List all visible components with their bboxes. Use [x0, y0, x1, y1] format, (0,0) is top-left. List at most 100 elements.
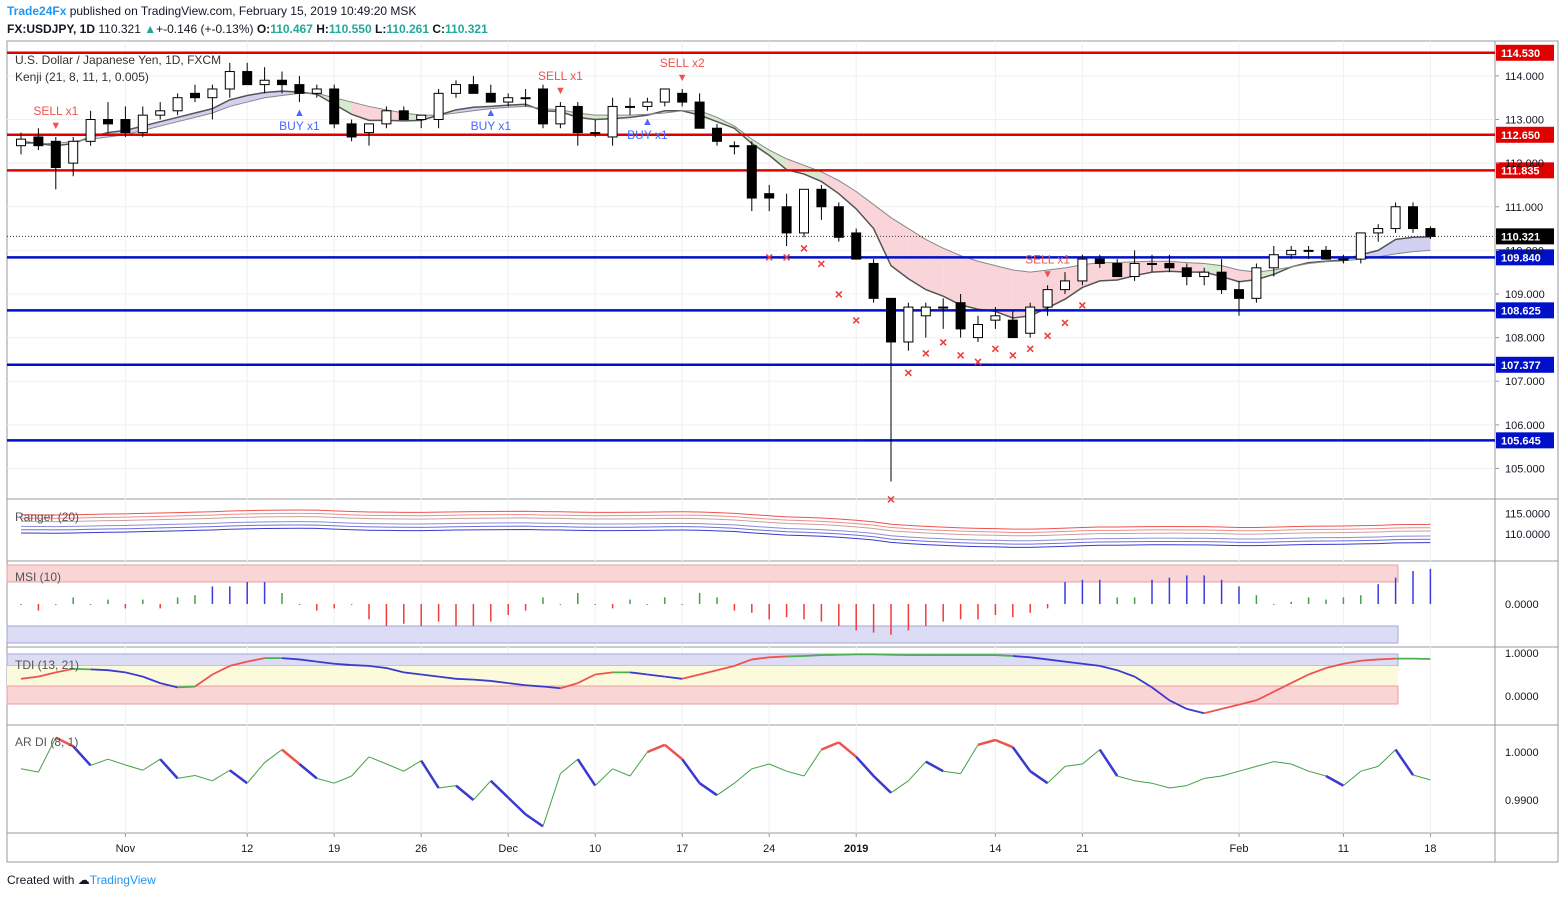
- candle-up: [311, 88, 322, 94]
- level-price-label: 107.377: [1501, 360, 1541, 372]
- ardi-line-segment: [142, 758, 161, 771]
- tradingview-link[interactable]: TradingView: [89, 873, 156, 887]
- last-price-tag: [1496, 228, 1554, 245]
- ardi-line-segment: [1064, 763, 1083, 767]
- ardi-line-segment: [1273, 761, 1292, 765]
- tdi-line-segment: [38, 671, 57, 678]
- tdi-line-segment: [681, 673, 700, 680]
- candle-up: [451, 84, 461, 94]
- ardi-line-segment: [55, 736, 74, 748]
- tdi-line-segment: [734, 658, 753, 667]
- x-tick-label: 17: [676, 843, 688, 855]
- candle-down: [329, 88, 340, 125]
- chart-title: U.S. Dollar / Japanese Yen, 1D, FXCM: [15, 53, 221, 67]
- candle-up: [155, 110, 166, 116]
- ardi-line-segment: [734, 768, 753, 784]
- tdi-line-segment: [525, 684, 544, 688]
- ardi-line-segment: [37, 737, 57, 773]
- candle-down: [746, 145, 757, 199]
- tdi-upper-zone: [6, 653, 1399, 667]
- ranger-title: Ranger (20): [15, 510, 79, 524]
- candle-up: [1199, 271, 1210, 278]
- level-price-tag: [1496, 249, 1554, 266]
- stop-mark-icon: ×: [817, 255, 825, 271]
- candle-up: [659, 88, 670, 103]
- kenji-cloud-segment: [229, 95, 248, 107]
- buy-signal-label: BUY x1: [471, 119, 512, 133]
- candle-up: [259, 79, 270, 86]
- level-price-tag: [1496, 302, 1554, 319]
- candle-down: [33, 136, 44, 147]
- candle-up: [1077, 258, 1088, 282]
- kenji-cloud-segment: [195, 108, 213, 118]
- candle-up: [1355, 232, 1366, 260]
- open-value: 110.467: [270, 22, 313, 36]
- tdi-line-segment: [90, 668, 109, 672]
- msi-lower-zone: [6, 625, 1399, 644]
- stop-mark-icon: ×: [957, 347, 965, 363]
- buy-arrow-icon: ▲: [294, 107, 305, 119]
- candle-down: [103, 119, 113, 125]
- candle-down: [190, 92, 200, 99]
- ardi-line-segment: [1186, 777, 1205, 787]
- tdi-line-segment: [177, 685, 196, 689]
- ardi-line-segment: [542, 773, 561, 827]
- ardi-line-segment: [1256, 761, 1274, 767]
- candle-down: [1408, 206, 1418, 230]
- tdi-line-segment: [1047, 658, 1066, 663]
- ardi-line-segment: [1221, 770, 1240, 777]
- ardi-line-segment: [960, 744, 979, 774]
- ardi-line-segment: [298, 763, 318, 780]
- tdi-line-segment: [351, 664, 370, 667]
- stop-mark-icon: ×: [800, 240, 808, 256]
- ardi-line-segment: [977, 738, 996, 747]
- ardi-line-segment: [1412, 774, 1431, 781]
- candle-up: [1251, 267, 1262, 299]
- ardi-line-segment: [1029, 770, 1049, 785]
- stop-mark-icon: ×: [835, 286, 843, 302]
- tdi-line-segment: [995, 654, 1013, 657]
- candle-down: [1007, 319, 1018, 339]
- candle-up: [1147, 262, 1157, 265]
- stop-mark-icon: ×: [1078, 297, 1086, 313]
- tdi-line-segment: [229, 660, 248, 667]
- stop-mark-icon: ×: [783, 249, 791, 265]
- tdi-line-segment: [647, 673, 665, 678]
- candle-up: [416, 114, 427, 121]
- candle-up: [625, 105, 635, 108]
- ardi-line-segment: [507, 796, 527, 816]
- close-value: 110.321: [445, 22, 488, 36]
- candle-down: [346, 123, 357, 138]
- last-price: 110.321: [98, 22, 141, 36]
- tdi-line-segment: [107, 669, 126, 674]
- candle-up: [729, 145, 740, 148]
- tdi-line-segment: [1082, 662, 1100, 667]
- candle-up: [1060, 280, 1070, 291]
- open-label: O:: [256, 22, 271, 36]
- tdi-line-segment: [803, 654, 822, 657]
- kenji-cloud-segment: [943, 248, 961, 305]
- y-tick-label: 108.000: [1505, 333, 1545, 345]
- tdi-line-segment: [542, 685, 561, 690]
- change-arrow-icon: ▲: [144, 22, 157, 36]
- candle-down: [868, 262, 879, 299]
- ardi-line-segment: [612, 768, 631, 777]
- tdi-line-segment: [1169, 699, 1188, 710]
- kenji-cloud-segment: [891, 217, 909, 279]
- ardi-line-segment: [212, 769, 231, 782]
- publisher-name[interactable]: Trade24Fx: [7, 4, 67, 18]
- ardi-line-segment: [489, 779, 510, 799]
- candle-up: [1286, 249, 1297, 256]
- level-price-tag: [1496, 162, 1554, 179]
- level-price-label: 105.645: [1501, 435, 1541, 447]
- sell-arrow-icon: ▼: [1042, 268, 1053, 280]
- ardi-line-segment: [908, 761, 927, 782]
- stop-mark-icon: ×: [852, 312, 860, 328]
- close-label: C:: [432, 22, 446, 36]
- ardi-line-segment: [334, 775, 352, 784]
- stop-mark-icon: ×: [939, 334, 947, 350]
- candle-up: [607, 105, 618, 138]
- candle-up: [1303, 249, 1314, 252]
- ardi-line-segment: [786, 770, 805, 777]
